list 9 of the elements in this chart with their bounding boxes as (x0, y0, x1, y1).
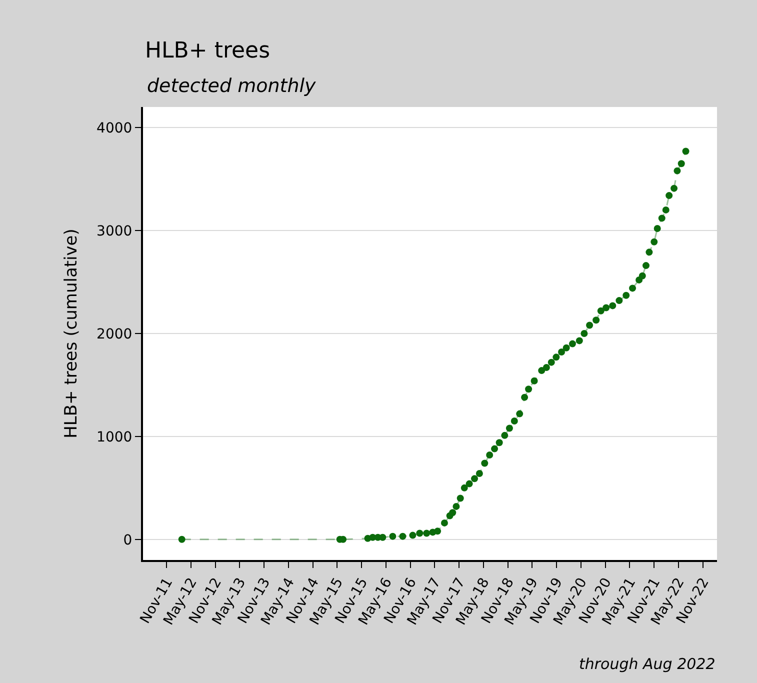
y-tick-label: 0 (123, 532, 132, 548)
y-tick-label: 2000 (96, 326, 132, 342)
chart-title: HLB+ trees (145, 38, 270, 64)
y-tick-label: 1000 (96, 429, 132, 446)
y-axis-title: HLB+ trees (cumulative) (62, 228, 82, 438)
y-tick-label: 3000 (96, 223, 132, 240)
chart-subtitle: detected monthly (147, 75, 317, 97)
y-tick-label: 4000 (96, 120, 132, 136)
text: through Aug 2022 (579, 655, 716, 673)
